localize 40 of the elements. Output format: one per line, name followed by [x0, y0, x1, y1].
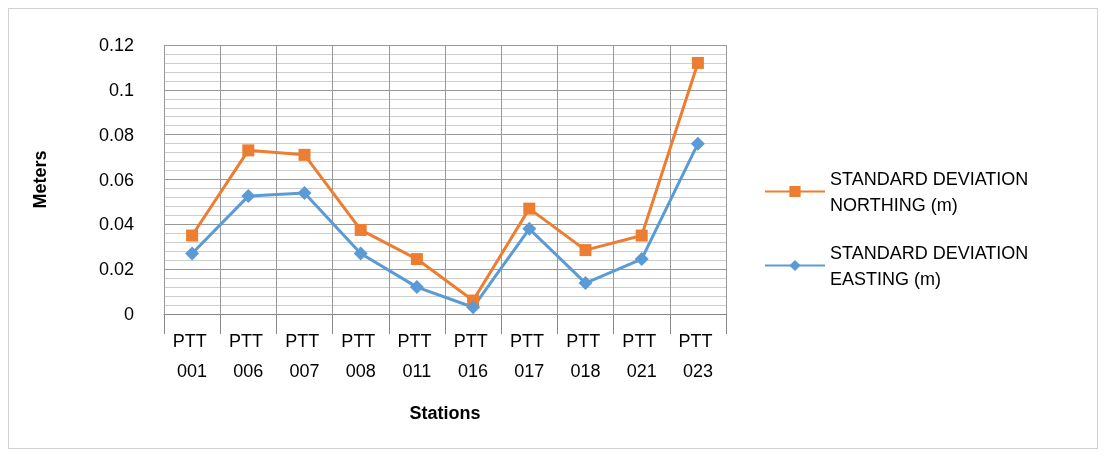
point	[409, 280, 424, 295]
point	[523, 202, 536, 215]
x-axis-title: Stations	[409, 403, 481, 423]
x-tick-label: PTT 011	[397, 331, 437, 381]
point	[522, 221, 537, 236]
point	[354, 223, 367, 236]
point	[410, 253, 423, 266]
legend-label: STANDARD DEVIATION NORTHING (m)	[830, 168, 1034, 215]
x-tick-label: PTT 023	[678, 331, 718, 381]
point	[691, 56, 704, 69]
x-tick-label: PTT 008	[341, 331, 381, 381]
point	[579, 244, 592, 257]
point	[241, 189, 256, 204]
point	[635, 229, 648, 242]
x-tick-label: PTT 018	[566, 331, 605, 381]
y-tick-label: 0.04	[98, 214, 134, 235]
point	[185, 246, 200, 261]
y-tick-label: 0.02	[98, 259, 134, 280]
point	[578, 276, 593, 291]
point	[186, 229, 199, 242]
x-tick-label: PTT 001	[172, 331, 212, 381]
point	[242, 144, 255, 157]
point	[690, 136, 705, 151]
point	[297, 185, 312, 200]
point	[298, 148, 311, 161]
legend-label: STANDARD DEVIATION EASTING (m)	[830, 242, 1034, 289]
x-tick-label: PTT 021	[622, 331, 662, 381]
y-axis-title: Meters	[30, 150, 50, 209]
y-tick-label: 0.12	[98, 35, 134, 55]
x-tick-label: PTT 017	[509, 331, 549, 381]
x-tick-label: PTT 007	[285, 331, 324, 381]
point	[353, 246, 368, 261]
y-tick-label: 0.06	[98, 169, 134, 190]
y-tick-label: 0.08	[98, 124, 134, 145]
y-tick-label: 0.1	[108, 79, 134, 100]
y-tick-label: 0	[123, 304, 134, 324]
point	[634, 252, 649, 267]
x-tick-label: PTT 006	[228, 331, 268, 381]
x-tick-label: PTT 016	[453, 331, 493, 381]
point	[466, 300, 481, 315]
